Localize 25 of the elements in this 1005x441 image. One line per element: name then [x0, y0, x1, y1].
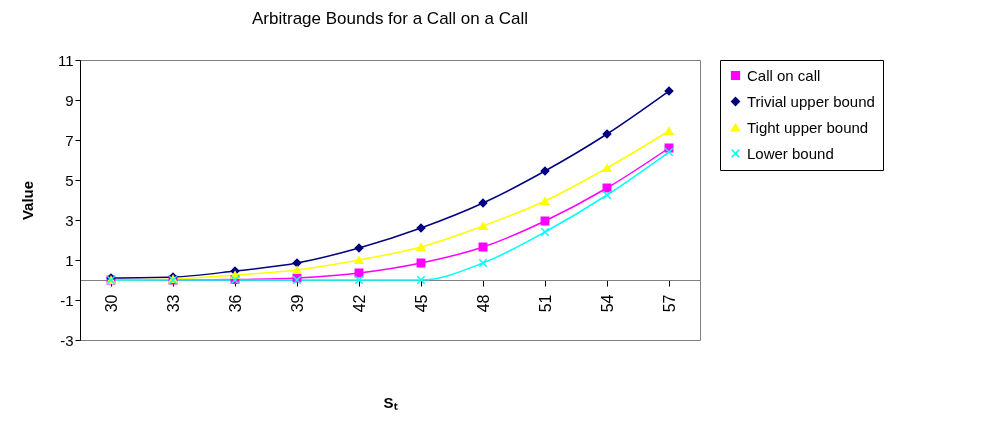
x-tick-label: 57	[660, 294, 678, 313]
x-tick-label: 36	[226, 294, 244, 313]
legend-label: Call on call	[747, 66, 821, 84]
y-tick-label: 11	[57, 51, 74, 69]
legend-label: Trivial upper bound	[747, 92, 875, 110]
x-tick-label: 33	[164, 294, 182, 313]
x-tick-label: 51	[536, 294, 554, 313]
y-tick-label: 1	[65, 251, 74, 269]
chart-title: Arbitrage Bounds for a Call on a Call	[252, 9, 528, 28]
x-tick-label: 45	[412, 294, 430, 313]
y-tick-label: 3	[65, 211, 74, 229]
y-tick-label: -1	[60, 291, 74, 309]
x-tick-label: 48	[474, 294, 492, 313]
y-tick-label: -3	[60, 331, 74, 349]
y-tick-label: 9	[65, 91, 74, 109]
x-tick-label: 39	[288, 294, 306, 313]
x-tick-label: 30	[102, 294, 120, 313]
y-axis-title: Value	[18, 180, 36, 221]
y-tick-label: 7	[65, 131, 74, 149]
legend-label: Lower bound	[747, 144, 834, 162]
y-tick-label: 5	[65, 171, 74, 189]
legend-label: Tight upper bound	[747, 118, 869, 136]
x-axis-title: Sₜ	[383, 393, 398, 411]
x-tick-label: 54	[598, 294, 616, 313]
x-tick-label: 42	[350, 294, 368, 313]
